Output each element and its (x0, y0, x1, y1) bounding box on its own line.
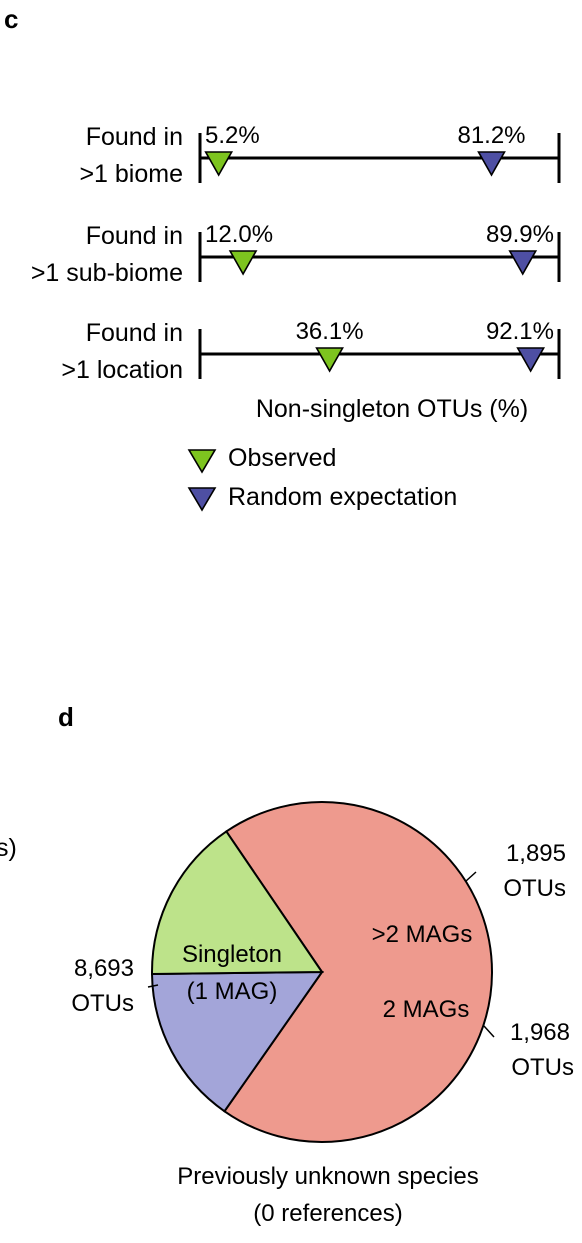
panel-c-letter: c (4, 4, 18, 34)
observed-value-label: 36.1% (296, 318, 364, 345)
legend: Observed Random expectation (187, 444, 457, 512)
random-value-label: 92.1% (486, 318, 554, 345)
row-label-line2: >1 biome (79, 160, 183, 188)
leader-line-singleton (147, 984, 159, 988)
legend-observed-marker (187, 449, 217, 474)
slice-gt2-name: >2 MAGs (372, 921, 473, 948)
random-value-label: 81.2% (457, 122, 525, 149)
random-value-label: 89.9% (486, 221, 554, 248)
slice-2-value: 1,968 (510, 1019, 570, 1046)
row-label-line1: Found in (86, 319, 183, 347)
observed-value-label: 12.0% (205, 221, 273, 248)
x-axis-label: Non-singleton OTUs (%) (256, 395, 528, 423)
pie-title-line1: Previously unknown species (177, 1163, 479, 1190)
row-label-line1: Found in (86, 123, 183, 151)
row-label-line2: >1 sub-biome (31, 259, 183, 287)
pie-title-line2: (0 references) (253, 1200, 402, 1227)
observed-marker (204, 151, 234, 177)
slice-singleton-name-line2: (1 MAG) (187, 978, 278, 1005)
random-marker (477, 151, 506, 177)
dot-range-chart: Found in >1 biome 5.2% 81.2% Found in >1 sub-… (31, 122, 561, 384)
legend-random-label: Random expectation (228, 483, 457, 511)
panel-d-letter: d (58, 702, 74, 732)
row-label-line2: >1 location (61, 356, 183, 384)
slice-gt2-value: 1,895 (506, 840, 566, 867)
slice-2-unit: OTUs (511, 1054, 574, 1081)
random-marker (508, 250, 538, 276)
observed-marker (228, 250, 258, 276)
slice-singleton-value: 8,693 (74, 955, 134, 982)
observed-value-label: 5.2% (205, 122, 260, 149)
observed-marker (315, 347, 344, 373)
slice-singleton (223, 801, 493, 1143)
slice-singleton-name-line1: Singleton (182, 941, 282, 968)
slice-singleton-unit: OTUs (71, 990, 134, 1017)
leader-line-gt2 (465, 871, 477, 882)
row-1: Found in >1 sub-biome 12.0% 89.9% (31, 221, 561, 287)
row-2: Found in >1 location 36.1% 92.1% (61, 318, 561, 384)
leader-line-2 (483, 1025, 495, 1038)
row-label-line1: Found in (86, 222, 183, 250)
stray-text: s) (0, 834, 17, 862)
pie-chart (150, 801, 493, 1143)
legend-random-marker (187, 487, 217, 512)
legend-observed-label: Observed (228, 444, 336, 472)
random-marker (516, 347, 546, 373)
row-0: Found in >1 biome 5.2% 81.2% (79, 122, 561, 188)
slice-gt2-unit: OTUs (503, 875, 566, 902)
slice-2-name: 2 MAGs (383, 996, 470, 1023)
slice-2-mags (151, 830, 324, 975)
